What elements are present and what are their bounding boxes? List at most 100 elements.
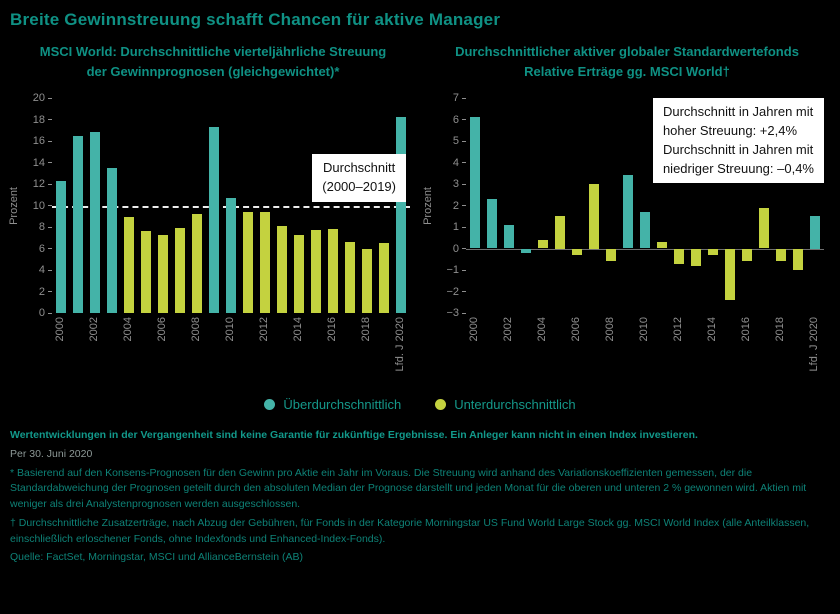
bar-2008 xyxy=(605,248,616,262)
x-tick-label: 2016 xyxy=(740,317,753,342)
bar-2011 xyxy=(657,242,668,249)
x-tick-label: 2008 xyxy=(603,317,616,342)
bar-2019 xyxy=(379,243,390,313)
bar-2012 xyxy=(674,248,685,264)
y-axis-left: 0 2 4 6 8 10 12 14 16 18 20 xyxy=(22,92,52,319)
x-tick-label: 2000 xyxy=(467,317,480,342)
bar-2008 xyxy=(191,214,202,313)
bar-2016 xyxy=(742,248,753,262)
x-tick-label: 2004 xyxy=(121,317,134,342)
x-tick-label: 2006 xyxy=(155,317,168,342)
bar-2009 xyxy=(208,127,219,313)
dispersion-average-annotation-box: Durchschnitt in Jahren mit hoher Streuung… xyxy=(652,98,824,184)
bar-2016 xyxy=(328,229,339,313)
dispersion-average-annotation-line: hoher Streuung: +2,4% xyxy=(662,122,798,138)
x-tick-label: 2004 xyxy=(535,317,548,342)
bar-2011 xyxy=(243,211,254,313)
average-annotation-line: (2000–2019) xyxy=(322,178,396,194)
legend-dot-below-average-icon xyxy=(435,399,447,410)
y-tick-label: 10 xyxy=(33,200,52,212)
bar-2018 xyxy=(362,248,373,313)
bar-2017 xyxy=(759,207,770,249)
chart-title-left: MSCI World: Durchschnittliche vierteljäh… xyxy=(39,44,387,79)
charts-row: MSCI World: Durchschnittliche vierteljäh… xyxy=(0,42,840,379)
bar-2003 xyxy=(520,248,531,253)
legend-item-above-average: Überdurchschnittlich xyxy=(264,397,401,412)
x-tick-label: 2002 xyxy=(501,317,514,342)
chart-title-right: Durchschnittlicher aktiver globaler Stan… xyxy=(455,44,799,79)
chart-relative-returns: Durchschnittlicher aktiver globaler Stan… xyxy=(420,42,834,379)
bar-2007 xyxy=(588,184,599,249)
bar-2010 xyxy=(640,211,650,249)
bar-2002 xyxy=(503,224,514,249)
x-tick-label: 2010 xyxy=(638,317,650,342)
legend-label-above-average: Überdurchschnittlich xyxy=(283,397,402,412)
legend-dot-above-average-icon xyxy=(264,399,276,410)
disclaimer-text: Wertentwicklungen in der Vergangenheit s… xyxy=(10,429,698,441)
y-tick-label: −1 xyxy=(446,264,466,276)
y-tick-label: 2 xyxy=(453,200,466,212)
infographic: Breite Gewinnstreuung schafft Chancen fü… xyxy=(0,0,840,566)
y-tick-label: 5 xyxy=(453,135,466,147)
y-axis-title-left: Prozent xyxy=(8,186,20,225)
y-tick-label: 0 xyxy=(39,307,52,319)
dispersion-average-annotation-line: Durchschnitt in Jahren mit xyxy=(662,141,814,157)
y-tick-label: 18 xyxy=(33,114,52,126)
x-axis-left: 2000 2002 2004 2006 2008 2010 2012 2014 2016 2018… xyxy=(52,313,410,379)
bar-2014 xyxy=(708,248,719,255)
bar-2004 xyxy=(123,217,134,313)
x-tick-label: 2012 xyxy=(672,317,685,342)
y-axis-right: −3 −2 −1 0 1 2 3 4 5 6 7 xyxy=(436,92,466,319)
x-axis-right: 2000 2002 2004 2006 2008 2010 2012 2014 2016 2018… xyxy=(466,313,824,379)
y-tick-label: 14 xyxy=(33,157,52,169)
x-tick-label: 2014 xyxy=(706,317,719,342)
bar-2012 xyxy=(260,211,271,313)
x-tick-label: 2012 xyxy=(258,317,271,342)
y-tick-label: 20 xyxy=(33,92,52,104)
bar-2006 xyxy=(571,248,582,255)
x-tick-label: Lfd. J 2020 xyxy=(394,317,407,372)
legend-item-below-average: Unterdurchschnittlich xyxy=(435,397,576,412)
bar-2001 xyxy=(72,135,83,313)
bar-2013 xyxy=(277,225,288,313)
bar-2013 xyxy=(691,248,702,266)
dispersion-average-annotation-line: Durchschnitt in Jahren mit xyxy=(662,104,814,119)
bar-2010 xyxy=(226,197,236,313)
y-tick-label: 16 xyxy=(33,135,52,147)
y-tick-label: 4 xyxy=(39,264,52,276)
bar-2007 xyxy=(174,228,185,313)
x-tick-label: 2000 xyxy=(53,317,66,342)
bar-2014 xyxy=(294,234,305,313)
plot-wrap-left: Prozent 0 2 4 6 8 10 12 14 16 18 20 Durchschnitt (2… xyxy=(6,92,420,379)
y-tick-label: 6 xyxy=(39,243,52,255)
y-tick-label: −3 xyxy=(446,307,466,319)
bar-2004 xyxy=(537,239,548,249)
bar-2018 xyxy=(776,248,787,262)
bar-2002 xyxy=(89,132,100,313)
bar-2001 xyxy=(486,199,497,249)
y-tick-label: 8 xyxy=(39,221,52,233)
bar-2015 xyxy=(725,248,736,301)
average-annotation-box: Durchschnitt (2000–2019) xyxy=(312,153,406,202)
y-tick-label: 0 xyxy=(453,243,466,255)
bar-2015 xyxy=(311,230,322,313)
plot-area-left: Durchschnitt (2000–2019) xyxy=(52,98,410,313)
legend-label-below-average: Unterdurchschnittlich xyxy=(454,397,576,412)
bar-2000 xyxy=(469,117,480,249)
y-axis-title-right: Prozent xyxy=(422,186,434,225)
average-annotation-line: Durchschnitt xyxy=(323,159,396,175)
bar-2005 xyxy=(554,216,565,249)
chart-earnings-dispersion: MSCI World: Durchschnittliche vierteljäh… xyxy=(6,42,420,379)
x-tick-label: Lfd. J 2020 xyxy=(808,317,821,372)
y-tick-label: 1 xyxy=(453,221,466,233)
plot-area-right: Durchschnitt in Jahren mit hoher Streuung… xyxy=(466,98,824,313)
x-tick-label: 2016 xyxy=(326,317,339,342)
bar-2005 xyxy=(140,231,151,313)
plot-wrap-right: Prozent −3 −2 −1 0 1 2 3 4 5 6 7 Durchschnitt in J… xyxy=(420,92,834,379)
y-tick-label: 4 xyxy=(453,157,466,169)
y-tick-label: 6 xyxy=(453,114,466,126)
bar-Lfd. J 2020 xyxy=(810,216,821,249)
bar-2000 xyxy=(55,180,66,313)
legend: Überdurchschnittlich Unterdurchschnittli… xyxy=(0,397,840,412)
page-title: Breite Gewinnstreuung schafft Chancen fü… xyxy=(10,10,501,29)
